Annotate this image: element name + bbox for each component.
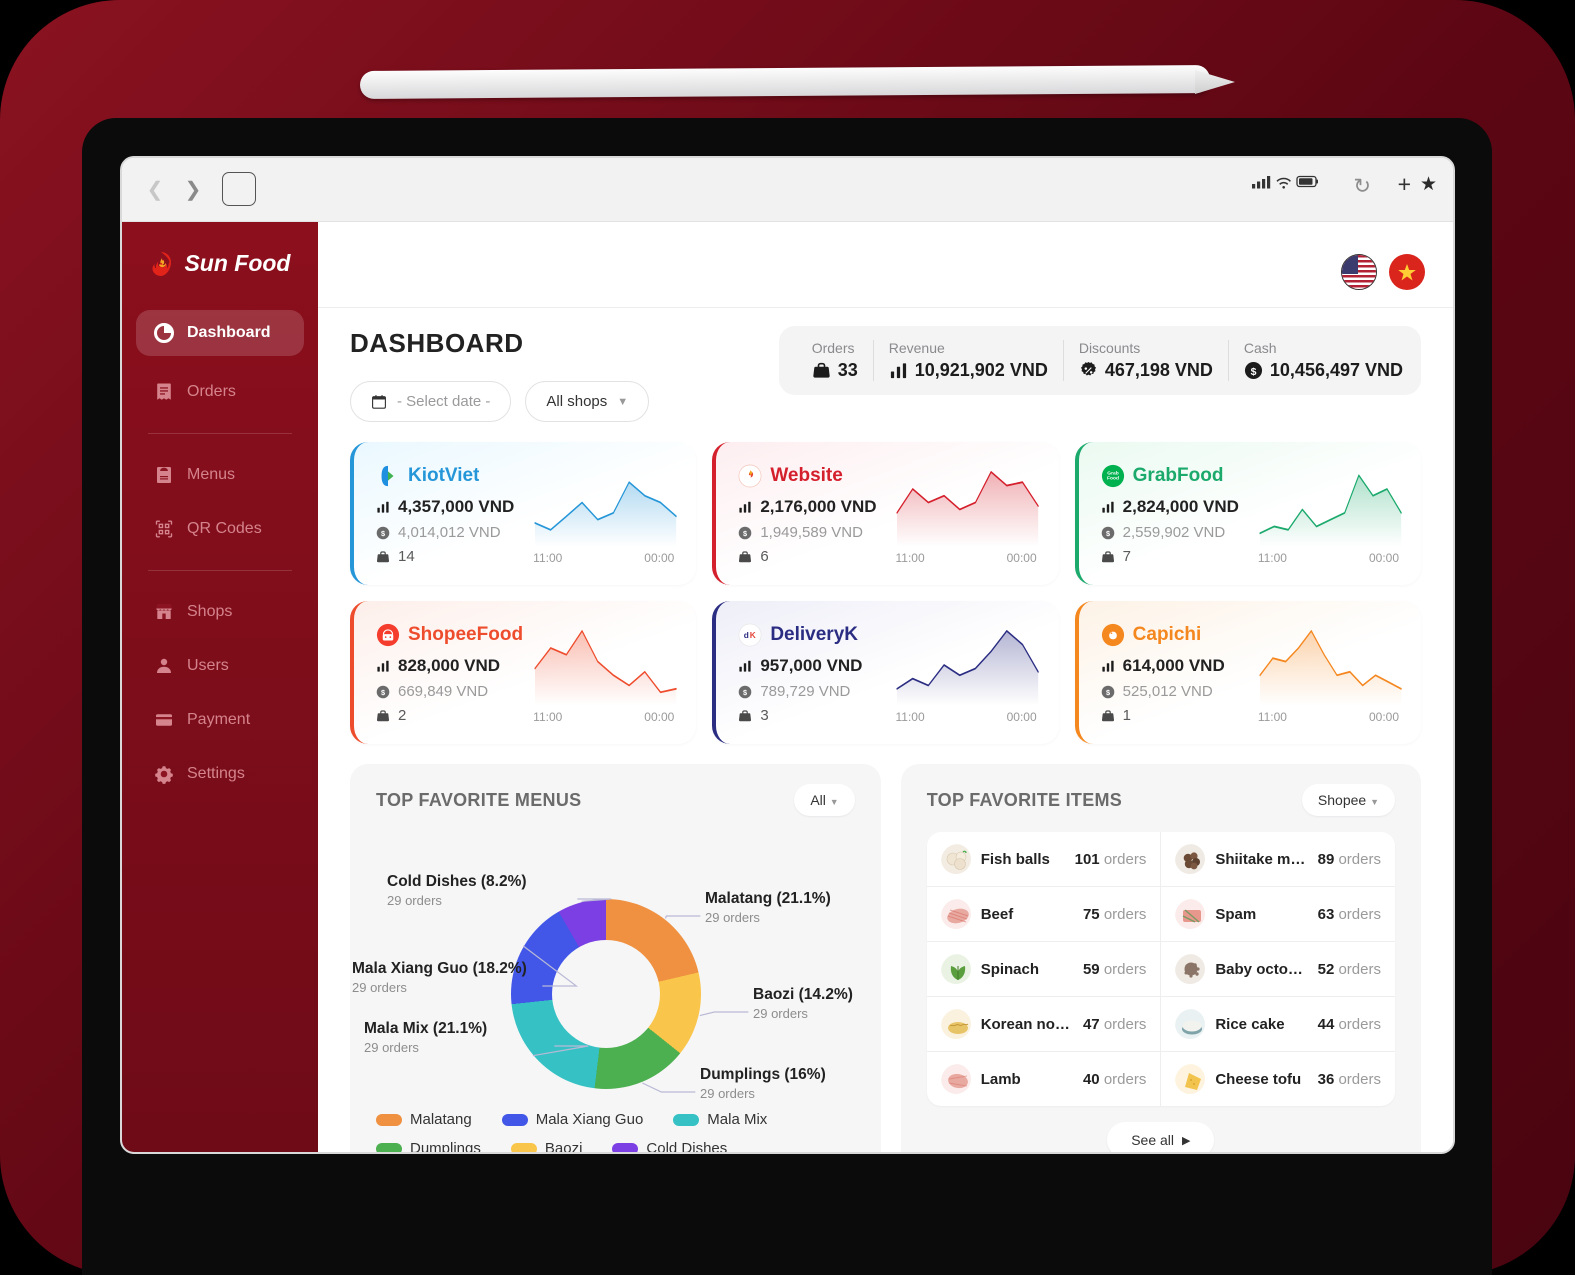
- svg-text:K: K: [750, 630, 756, 640]
- svg-text:Grab: Grab: [1107, 471, 1118, 477]
- svg-text:d: d: [744, 630, 749, 640]
- svg-text:$: $: [1251, 367, 1257, 378]
- svg-text:$: $: [1106, 688, 1110, 697]
- svg-text:$: $: [1106, 529, 1110, 538]
- svg-text:$: $: [743, 529, 747, 538]
- svg-text:$: $: [381, 529, 385, 538]
- svg-text:Food: Food: [1107, 476, 1119, 482]
- svg-text:$: $: [743, 688, 747, 697]
- svg-text:$: $: [381, 688, 385, 697]
